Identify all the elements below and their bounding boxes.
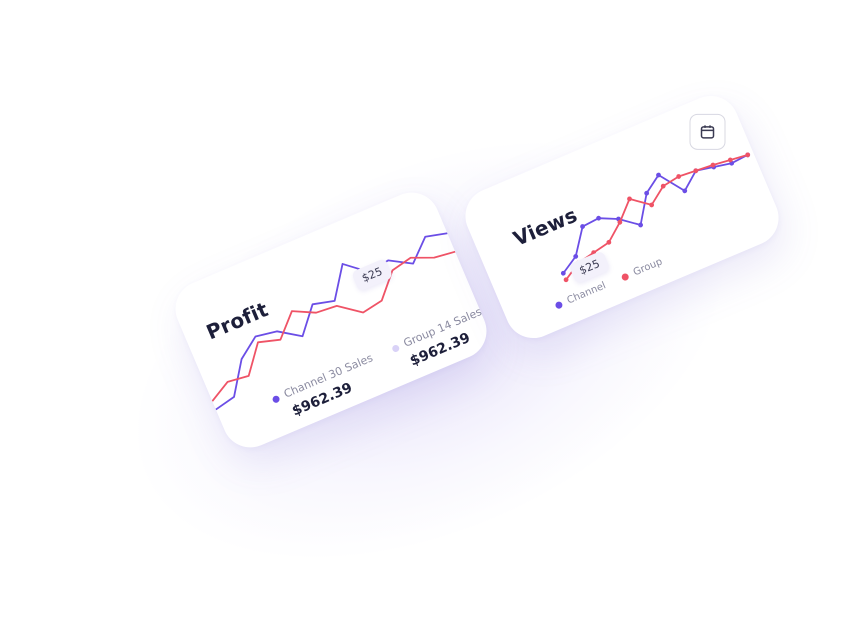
views-chart-series-0-point-5 [637, 222, 643, 228]
views-chart-series-0-point-3 [595, 215, 601, 221]
legend-dot [620, 272, 629, 281]
views-chart-series-1-point-12 [745, 152, 751, 158]
legend-dot [271, 394, 280, 403]
legend-dot [554, 300, 563, 309]
legend-dot [391, 343, 400, 352]
views-chart-series-1-point-5 [626, 196, 632, 202]
views-chart-series-0-point-2 [579, 223, 585, 229]
